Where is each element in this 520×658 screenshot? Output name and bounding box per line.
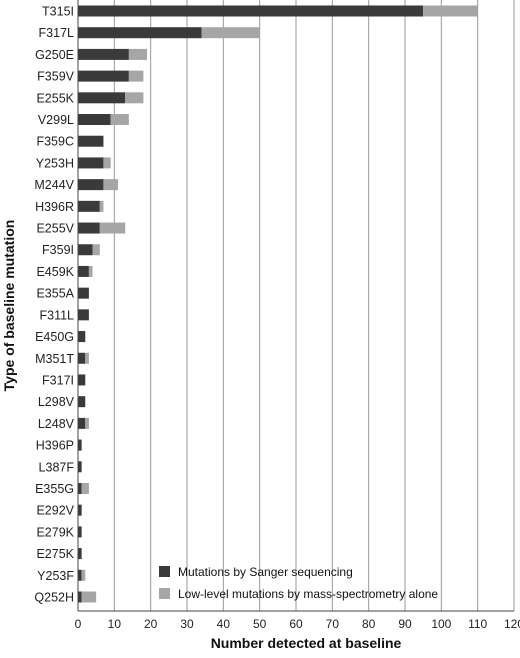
bar-sanger [78, 526, 82, 538]
category-label: E275K [36, 547, 74, 561]
bar-sanger [78, 5, 424, 17]
bar-sanger [78, 157, 104, 169]
category-label: F359V [37, 70, 74, 84]
bar-mass-spec [201, 27, 260, 39]
bar-mass-spec [81, 569, 86, 581]
legend-swatch-mass-spec [159, 588, 170, 599]
category-label: L298V [38, 395, 75, 409]
category-label: Y253H [36, 156, 74, 170]
category-label: H396R [35, 200, 74, 214]
bar-sanger [78, 92, 126, 104]
bar-sanger [78, 222, 100, 234]
category-label: L248V [38, 417, 75, 431]
category-label: T315I [42, 5, 74, 19]
bar-sanger [78, 287, 89, 299]
x-tick-label: 10 [108, 617, 122, 631]
y-axis-title: Type of baseline mutation [1, 220, 17, 392]
bar-sanger [78, 70, 129, 82]
bar-sanger [78, 114, 111, 126]
category-label: H396P [36, 439, 74, 453]
x-tick-label: 120 [504, 617, 520, 631]
bar-sanger [78, 265, 89, 277]
x-tick-label: 50 [253, 617, 267, 631]
x-tick-label: 110 [468, 617, 487, 631]
category-label: E255V [36, 222, 74, 236]
x-tick-label: 0 [75, 617, 82, 631]
x-axis-title: Number detected at baseline [211, 635, 402, 651]
bar-sanger [78, 200, 100, 212]
bar-sanger [78, 48, 129, 60]
bar-mass-spec [423, 5, 478, 17]
bar-mass-spec [85, 352, 89, 364]
bar-mass-spec [88, 265, 93, 277]
category-label: M351T [35, 352, 74, 366]
category-label: M244V [34, 178, 74, 192]
bar-sanger [78, 461, 82, 473]
bar-sanger [78, 591, 82, 603]
category-label: E292V [36, 504, 74, 518]
category-label: F311L [39, 308, 74, 322]
bar-mass-spec [128, 48, 148, 60]
category-label: V299L [38, 113, 74, 127]
bar-sanger [78, 439, 82, 451]
category-label: E450G [35, 330, 74, 344]
bar-sanger [78, 569, 82, 581]
x-tick-labels: 0 10 20 30 40 50 60 70 80 90 100 110 120 [75, 617, 520, 631]
bar-sanger [78, 504, 82, 516]
x-tick-label: 70 [326, 617, 340, 631]
legend-label-sanger: Mutations by Sanger sequencing [178, 565, 353, 579]
category-label: E355A [36, 287, 74, 301]
bar-sanger [78, 244, 93, 256]
category-label: Y253F [37, 569, 74, 583]
category-label: E255K [36, 91, 74, 105]
category-label: F359C [36, 135, 74, 149]
category-label: F317L [39, 26, 74, 40]
bars [78, 5, 478, 603]
bar-mass-spec [110, 114, 129, 126]
bar-mass-spec [103, 157, 111, 169]
bar-sanger [78, 417, 86, 429]
category-label: E279K [36, 525, 74, 539]
category-label: E355G [35, 482, 74, 496]
x-tick-label: 40 [217, 617, 231, 631]
gridlines [113, 0, 515, 611]
x-tick-label: 20 [144, 617, 158, 631]
bar-sanger [78, 309, 89, 321]
bar-mass-spec [99, 200, 104, 212]
category-label: E459K [36, 265, 74, 279]
bar-mass-spec [85, 417, 89, 429]
bar-sanger [78, 179, 104, 191]
bar-sanger [78, 27, 202, 39]
bar-sanger [78, 374, 86, 386]
x-tick-label: 80 [362, 617, 376, 631]
legend-label-mass-spec: Low-level mutations by mass-spectrometry… [178, 587, 438, 601]
category-labels: T315I F317L G250E F359V E255K V299L F359C Y253H… [34, 5, 74, 605]
x-tick-label: 30 [180, 617, 194, 631]
bar-mass-spec [99, 222, 126, 234]
bar-mass-spec [81, 591, 97, 603]
bar-sanger [78, 331, 86, 343]
legend: Mutations by Sanger sequencing Low-level… [159, 565, 438, 601]
bar-mass-spec [125, 92, 144, 104]
bar-sanger [78, 396, 86, 408]
bar-sanger [78, 135, 104, 147]
category-label: Q252H [34, 591, 74, 605]
bar-mass-spec [81, 482, 89, 494]
legend-swatch-sanger [159, 566, 170, 577]
bar-sanger [78, 548, 82, 560]
bar-mass-spec [128, 70, 144, 82]
bar-mass-spec [103, 179, 118, 191]
x-tick-label: 60 [289, 617, 303, 631]
category-label: G250E [35, 48, 74, 62]
category-label: L387F [39, 460, 75, 474]
bar-sanger [78, 352, 86, 364]
bar-mass-spec [92, 244, 100, 256]
category-label: F317I [42, 373, 74, 387]
x-tick-label: 100 [431, 617, 451, 631]
bar-sanger [78, 482, 82, 494]
category-label: F359I [42, 243, 74, 257]
x-tick-label: 90 [398, 617, 412, 631]
